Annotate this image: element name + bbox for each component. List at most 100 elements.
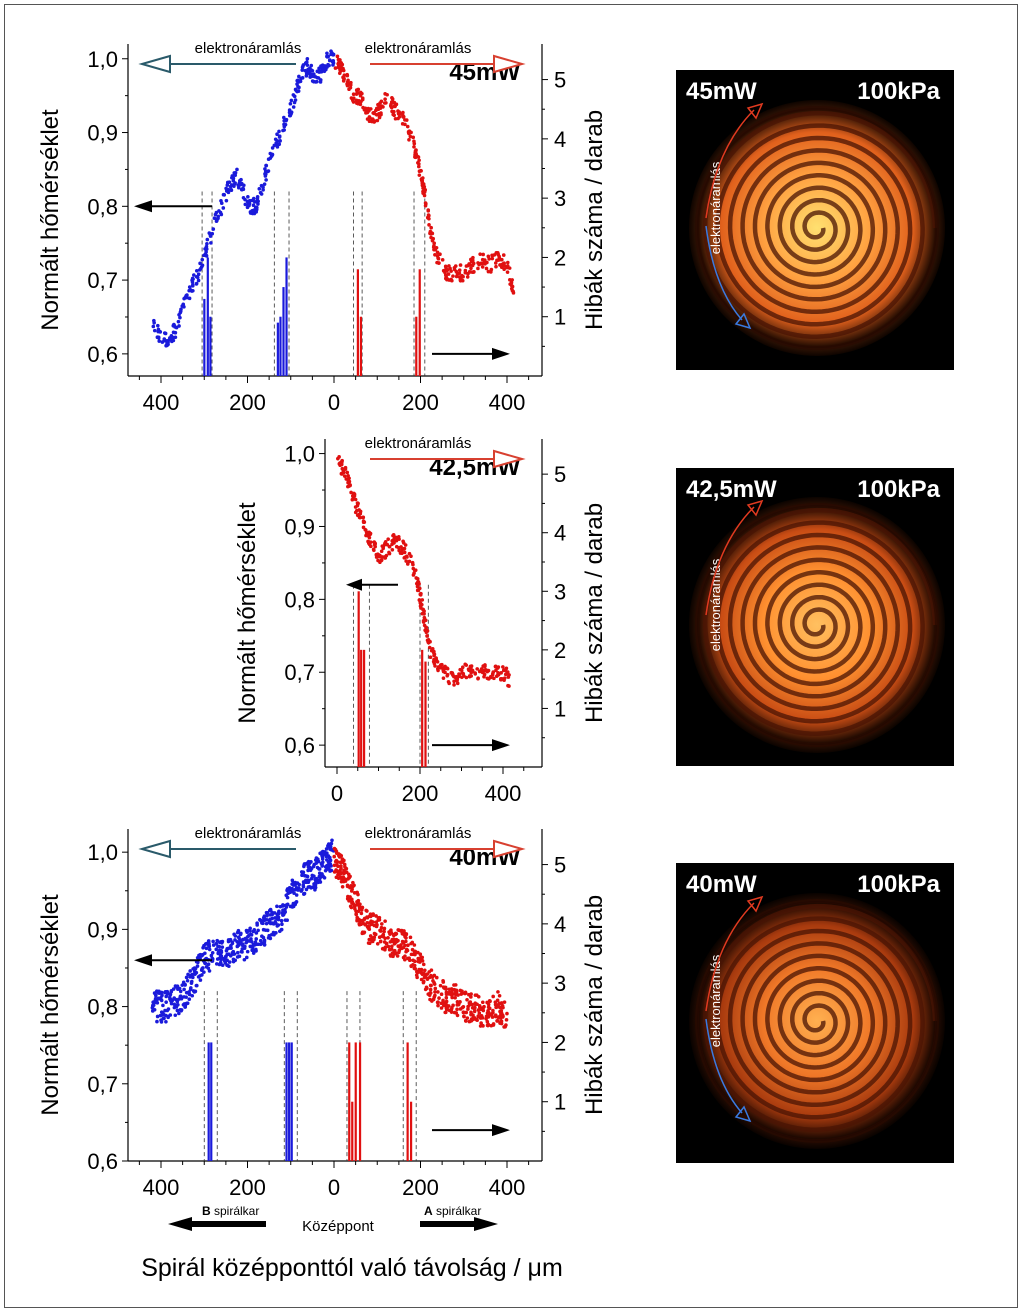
data-point-red (460, 665, 465, 670)
data-point-red (332, 854, 337, 859)
data-point-blue (178, 1008, 183, 1012)
data-point-red (348, 483, 352, 487)
defect-bar-blue (210, 1042, 213, 1161)
data-point-blue (184, 975, 189, 980)
data-point-red (348, 874, 352, 879)
data-point-blue (188, 975, 192, 979)
photo-flow-arrow-blue (705, 1018, 743, 1114)
data-point-red (443, 985, 448, 990)
data-point-red (418, 592, 423, 597)
data-point-blue (226, 190, 231, 195)
data-point-red (339, 853, 344, 858)
data-point-red (402, 929, 406, 933)
data-point-red (393, 932, 398, 937)
defect-bar-red (358, 1042, 362, 1161)
data-point-red (401, 546, 406, 551)
data-point-red (399, 545, 403, 549)
data-point-blue (265, 913, 269, 918)
data-point-blue (151, 1003, 155, 1008)
data-point-blue (262, 182, 267, 186)
data-point-red (401, 110, 405, 115)
data-point-blue (290, 886, 294, 891)
data-point-red (385, 542, 390, 547)
photo-power-label: 42,5mW (686, 476, 777, 503)
data-point-red (407, 956, 411, 960)
data-point-red (467, 262, 471, 266)
data-point-blue (207, 944, 212, 949)
data-point-blue (258, 938, 263, 943)
data-point-blue (237, 936, 241, 940)
data-point-red (404, 939, 408, 944)
y-tick-label-right: 2 (554, 1030, 566, 1055)
photo-flow-label: elektronáramlás (708, 954, 723, 1047)
data-point-blue (305, 57, 310, 61)
x-tick-label: 400 (143, 390, 180, 415)
data-point-red (445, 672, 450, 677)
data-point-blue (328, 58, 332, 62)
data-point-blue (194, 983, 199, 988)
x-axis-footer: B spirálkar Középpont A spirálkar Spirál… (141, 1204, 563, 1282)
x-tick-label: 400 (489, 1175, 526, 1200)
data-point-red (511, 291, 516, 295)
data-point-blue (224, 198, 229, 203)
spiral-groove (702, 903, 938, 1132)
y-tick-label-left: 0,6 (87, 1149, 118, 1174)
data-point-blue (165, 1008, 170, 1013)
y-tick-label-left: 0,9 (284, 514, 315, 539)
data-point-blue (151, 324, 156, 329)
data-point-red (380, 555, 385, 559)
data-point-blue (226, 181, 230, 185)
data-point-blue (179, 307, 183, 312)
data-point-blue (282, 124, 287, 128)
data-point-blue (185, 978, 190, 983)
data-point-red (486, 1022, 491, 1027)
data-point-red (348, 83, 353, 87)
data-point-red (469, 674, 474, 678)
data-point-blue (190, 276, 195, 281)
data-point-blue (232, 184, 236, 189)
data-point-blue (232, 171, 237, 175)
data-point-red (360, 918, 365, 923)
data-point-red (343, 878, 348, 883)
flow-arrow-right-head (493, 839, 526, 859)
flow-label-right: elektronáramlás (365, 825, 472, 842)
data-point-red (471, 270, 476, 274)
data-point-red (428, 655, 433, 660)
data-point-red (346, 78, 350, 83)
data-point-blue (261, 188, 265, 192)
data-point-red (408, 134, 413, 139)
data-point-blue (246, 194, 250, 199)
data-point-red (394, 102, 399, 107)
data-point-red (388, 932, 392, 936)
data-point-red (488, 674, 493, 679)
flow-label-left: elektronáramlás (195, 825, 302, 842)
data-point-blue (299, 889, 304, 893)
data-point-red (484, 1014, 489, 1019)
data-point-red (339, 871, 343, 876)
data-point-blue (320, 860, 325, 865)
data-point-red (413, 149, 418, 153)
data-point-red (402, 932, 406, 937)
data-point-red (399, 943, 403, 947)
data-point-blue (275, 145, 280, 149)
data-point-red (455, 999, 460, 1004)
data-point-red (369, 922, 374, 927)
data-point-red (390, 944, 394, 949)
data-point-blue (280, 922, 284, 927)
data-point-blue (228, 184, 233, 189)
data-point-blue (275, 912, 280, 917)
data-point-red (497, 254, 501, 259)
data-point-red (375, 941, 380, 946)
data-point-red (501, 1005, 505, 1010)
data-point-red (397, 537, 401, 541)
data-point-blue (309, 876, 314, 881)
data-point-red (475, 667, 480, 671)
data-point-blue (264, 178, 268, 182)
data-point-red (447, 681, 451, 686)
data-point-red (437, 261, 441, 265)
data-point-red (499, 1009, 504, 1013)
data-point-red (396, 944, 401, 948)
data-point-red (412, 966, 417, 971)
photo-power-label: 40mW (686, 871, 757, 898)
y-axis-title-right: Hibák száma / darab (581, 895, 608, 1115)
